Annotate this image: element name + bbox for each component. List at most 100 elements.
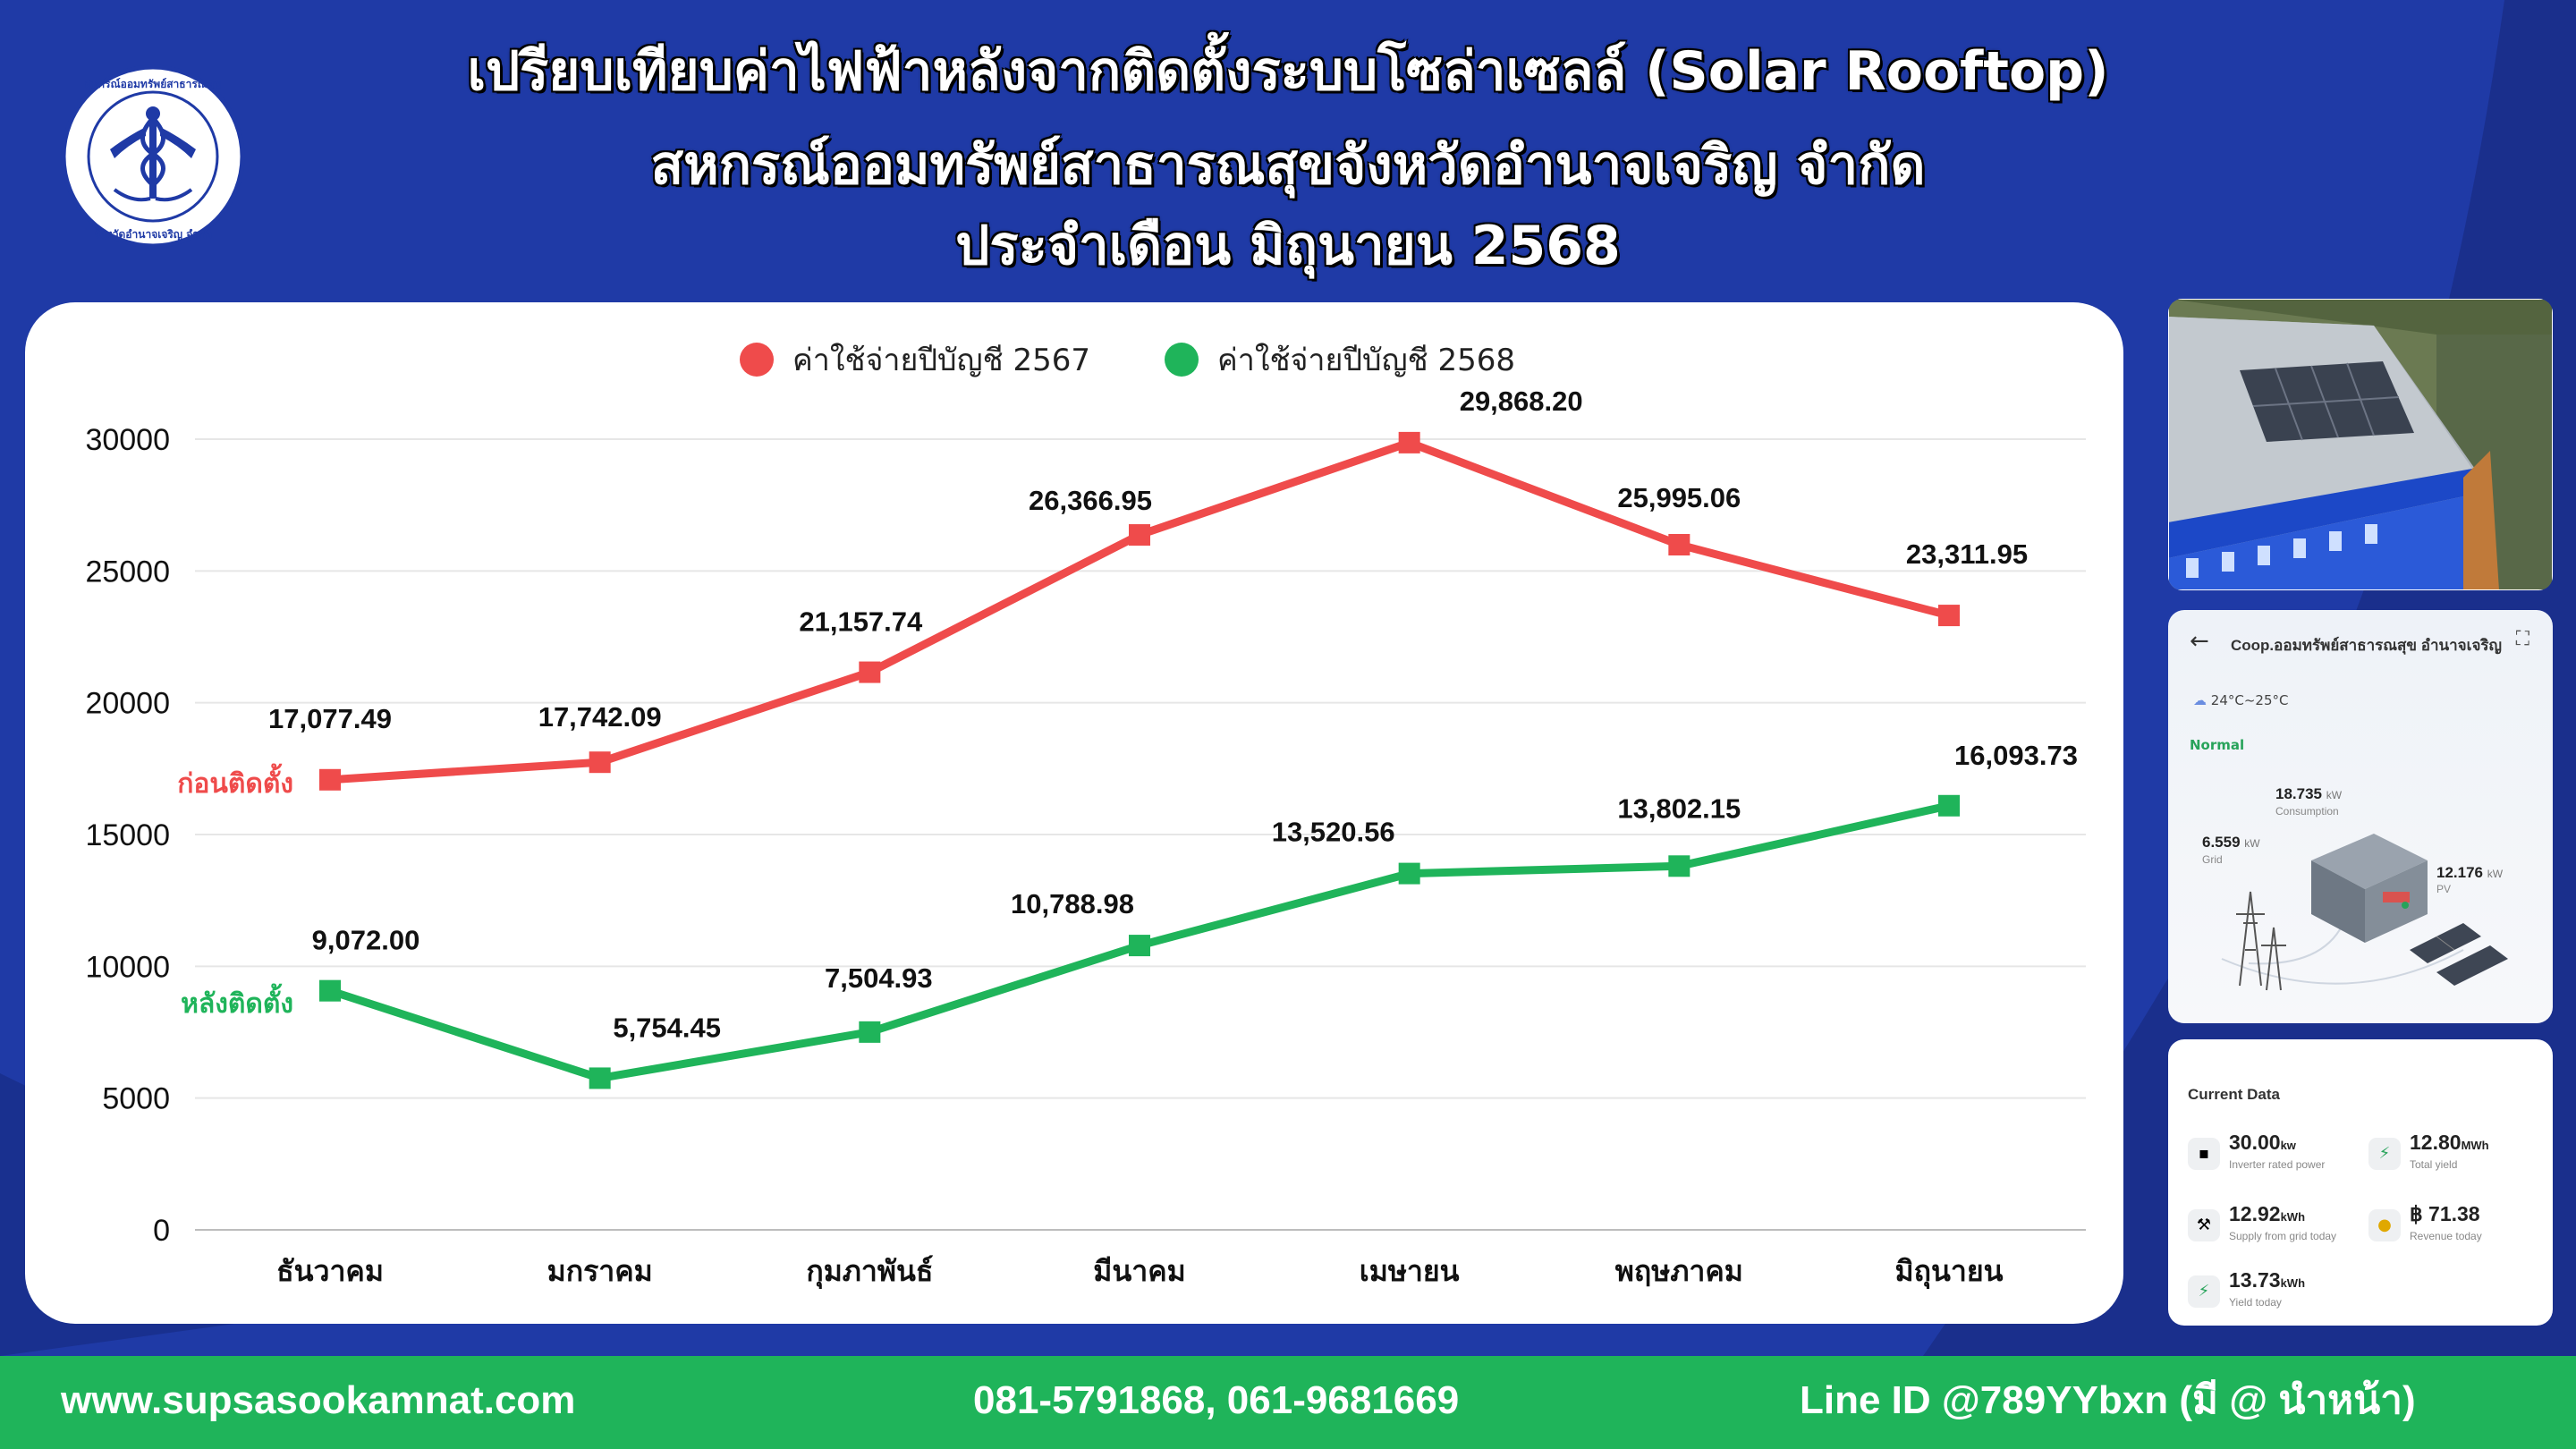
inverter-value: 30.00 (2229, 1131, 2281, 1154)
title-line-1: เปรียบเทียบค่าไฟฟ้าหลังจากติดตั้งระบบโซล… (467, 40, 2109, 103)
inverter-icon: ▪ (2188, 1138, 2220, 1170)
legend-marker (740, 343, 774, 377)
consumption-value: 18.735 (2275, 785, 2322, 802)
data-label: 25,995.06 (1617, 482, 1741, 513)
footer-line-id: Line ID @789YYbxn (มี @ นำหน้า) (1800, 1378, 2416, 1422)
x-tick-label: มีนาคม (1093, 1254, 1185, 1288)
y-tick-label: 0 (153, 1214, 170, 1248)
data-label: 17,742.09 (538, 701, 662, 733)
yield-today-value: 13.73 (2229, 1268, 2281, 1292)
data-point (319, 979, 341, 1002)
x-tick-label: พฤษภาคม (1615, 1254, 1743, 1288)
data-point (319, 768, 341, 791)
footer-phones: 081-5791868, 061-9681669 (973, 1378, 1460, 1422)
yield-today-icon: ⚡ (2188, 1275, 2220, 1308)
y-tick-label: 20000 (85, 687, 170, 721)
data-point (859, 661, 881, 683)
coins-icon: ● (2368, 1209, 2401, 1241)
grid-unit: kW (2244, 837, 2260, 850)
data-point (1129, 935, 1150, 957)
pv-unit: kW (2487, 868, 2504, 880)
data-point (1668, 855, 1690, 877)
grid-readout: 6.559 kW (2202, 834, 2260, 852)
data-label: 17,077.49 (268, 703, 392, 734)
data-point (589, 751, 611, 774)
data-label: 29,868.20 (1460, 386, 1583, 417)
status-text: Normal (2190, 737, 2245, 753)
footer-website[interactable]: www.supsasookamnat.com (61, 1378, 576, 1422)
title-line-3: ประจำเดือน มิถุนายน 2568 (955, 215, 1621, 277)
data-label: 13,802.15 (1617, 792, 1741, 824)
consumption-readout: 18.735 kW (2275, 785, 2342, 803)
data-label: 16,093.73 (1954, 740, 2078, 771)
inverter-unit: kw (2280, 1139, 2296, 1152)
back-arrow-icon[interactable]: ← (2190, 628, 2209, 655)
total-yield-label: Total yield (2410, 1158, 2458, 1171)
x-tick-label: ธันวาคม (276, 1254, 384, 1288)
chart-card: 0 5000 10000 15000 20000 25000 30000 ธันวาคม มกร… (25, 302, 2123, 1324)
monitoring-app-panel: ← Coop.ออมทรัพย์สาธารณสุข อำนาจเจริญ ⛶ ☁… (2168, 610, 2553, 1023)
data-label: 7,504.93 (825, 962, 933, 994)
logo-text-top: สหกรณ์ออมทรัพย์สาธารณสุข (85, 78, 222, 91)
weather-text: 24°C~25°C (2210, 692, 2289, 708)
consumption-label: Consumption (2275, 805, 2339, 818)
total-yield-value: 12.80 (2410, 1131, 2462, 1154)
grid-supply-label: Supply from grid today (2229, 1230, 2337, 1242)
data-label: 13,520.56 (1272, 817, 1395, 848)
app-title: Coop.ออมทรัพย์สาธารณสุข อำนาจเจริญ (2231, 637, 2503, 654)
current-data-panel: Current Data ▪ 30.00kw Inverter rated po… (2168, 1039, 2553, 1326)
data-point (1668, 534, 1690, 556)
legend-marker (1165, 343, 1199, 377)
grid-supply-value: 12.92 (2229, 1202, 2281, 1225)
expand-icon[interactable]: ⛶ (2515, 628, 2529, 650)
legend-label: ค่าใช้จ่ายปีบัญชี 2568 (1217, 343, 1515, 378)
revenue-value: ฿ 71.38 (2410, 1202, 2480, 1225)
yield-today-unit: kWh (2280, 1276, 2306, 1290)
data-label: 9,072.00 (312, 925, 420, 956)
yield-today-label: Yield today (2229, 1296, 2282, 1309)
data-label: 5,754.45 (613, 1012, 721, 1043)
grid-label: Grid (2202, 853, 2223, 866)
x-tick-label: มกราคม (547, 1254, 653, 1288)
grid-supply-unit: kWh (2280, 1210, 2306, 1224)
grid-value: 6.559 (2202, 834, 2241, 851)
solar-panel-icon (2410, 923, 2508, 986)
x-tick-label: กุมภาพันธ์ (806, 1254, 933, 1290)
series-tag: หลังติดตั้ง (181, 983, 293, 1020)
data-point (589, 1067, 611, 1089)
supply-from-grid: 12.92kWh (2229, 1202, 2305, 1226)
current-data-heading: Current Data (2188, 1086, 2280, 1103)
grid-supply-icon: ⚒ (2188, 1209, 2220, 1241)
y-tick-label: 15000 (85, 818, 170, 852)
pv-value: 12.176 (2436, 864, 2483, 881)
house-icon (2311, 834, 2428, 943)
cloud-icon: ☁ (2193, 692, 2207, 708)
y-tick-label: 5000 (102, 1082, 170, 1116)
data-label: 10,788.98 (1011, 888, 1134, 919)
revenue-label: Revenue today (2410, 1230, 2482, 1242)
inverter-label: Inverter rated power (2229, 1158, 2326, 1171)
total-yield: 12.80MWh (2410, 1131, 2489, 1155)
inverter-rated-power: 30.00kw (2229, 1131, 2296, 1155)
title-line-2: สหกรณ์ออมทรัพย์สาธารณสุขจังหวัดอำนาจเจริ… (650, 134, 1926, 197)
footer-bar (0, 1356, 2576, 1449)
data-point (1938, 794, 1960, 817)
data-label: 26,366.95 (1029, 485, 1152, 516)
power-tower-icon (2236, 891, 2286, 991)
energy-flow-diagram (2221, 834, 2508, 991)
y-tick-label: 10000 (85, 950, 170, 984)
series-tag: ก่อนติดตั้ง (177, 763, 293, 800)
x-tick-label: มิถุนายน (1895, 1254, 2004, 1290)
rooftop-photo (2168, 299, 2553, 590)
data-point (1398, 862, 1420, 885)
y-tick-label: 30000 (85, 423, 170, 457)
data-point (1938, 605, 1960, 627)
legend-label: ค่าใช้จ่ายปีบัญชี 2567 (792, 343, 1090, 378)
weather: ☁ 24°C~25°C (2193, 692, 2288, 708)
total-yield-icon: ⚡ (2368, 1138, 2401, 1170)
y-tick-label: 25000 (85, 555, 170, 589)
line-chart: 0 5000 10000 15000 20000 25000 30000 ธันวาคม มกร… (85, 343, 2086, 1290)
data-point (859, 1021, 881, 1043)
data-label: 23,311.95 (1906, 538, 2028, 570)
yield-today: 13.73kWh (2229, 1268, 2305, 1292)
